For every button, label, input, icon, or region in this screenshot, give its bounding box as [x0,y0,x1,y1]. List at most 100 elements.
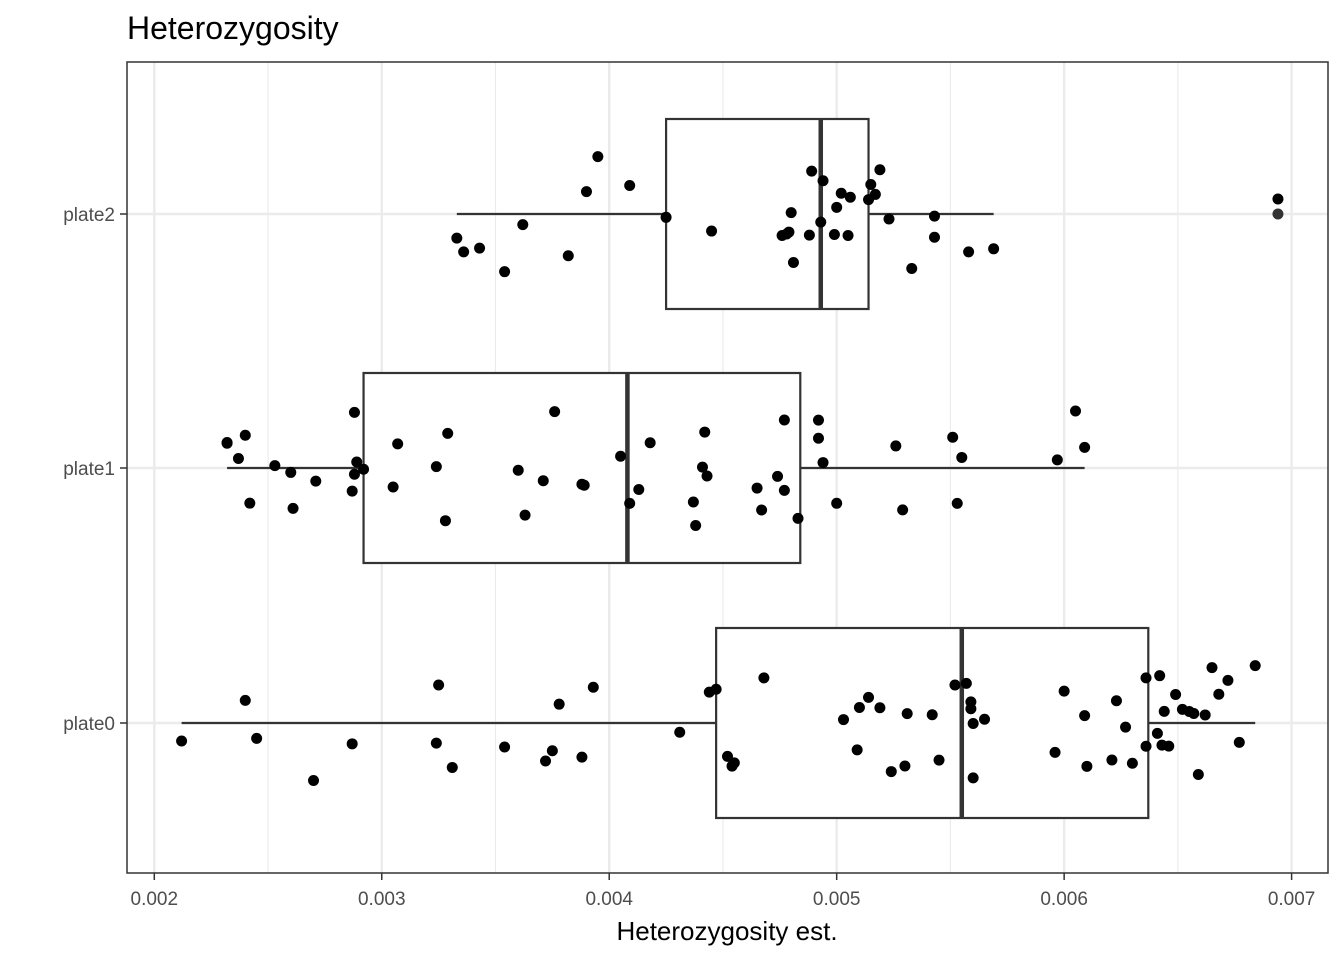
data-point [458,246,470,258]
data-point [960,677,972,689]
x-tick-label: 0.007 [1268,889,1316,910]
data-point [853,701,865,713]
data-point [644,437,656,449]
data-point [963,246,975,258]
data-point [828,228,840,240]
x-tick-label: 0.003 [358,889,406,910]
data-point [806,165,818,177]
data-point [901,708,913,720]
plot-panel [126,61,1329,874]
data-point [812,432,824,444]
data-point [701,470,713,482]
data-point [269,460,281,472]
data-point [1233,736,1245,748]
data-point [690,519,702,531]
data-point [1163,740,1175,752]
data-point [499,266,511,278]
data-point [633,484,645,496]
data-point [430,737,442,749]
data-point [1126,757,1138,769]
x-tick-label: 0.002 [131,889,179,910]
data-point [812,414,824,426]
data-point [512,464,524,476]
y-axis: plate0 plate1 plate2 [63,205,127,735]
data-point [792,512,804,524]
data-point [787,257,799,269]
data-point [967,772,979,784]
data-point [674,726,686,738]
data-point [1158,705,1170,717]
box-iqr [715,626,1150,820]
data-point [1120,721,1132,733]
data-point [346,485,358,497]
data-point [967,718,979,730]
data-point [842,229,854,241]
data-point [956,451,968,463]
data-point [580,186,592,198]
data-point [346,738,358,750]
data-point [1049,746,1061,758]
data-point [660,211,672,223]
data-point [835,187,847,199]
data-point [844,191,856,203]
data-point [348,468,360,480]
data-point [1079,441,1091,453]
data-point [351,456,363,468]
y-tick-label: plate0 [63,714,115,735]
data-point [722,750,733,762]
data-point [897,504,909,516]
data-point [578,479,590,491]
data-point [890,440,902,452]
data-point [517,219,529,231]
data-point [899,760,911,772]
data-point [615,450,627,462]
data-point [696,461,708,473]
data-point [785,207,797,219]
data-point [728,757,740,769]
data-point [831,497,843,509]
data-point [1051,454,1063,466]
data-point [1199,709,1211,721]
data-point [817,175,829,187]
data-point [831,201,843,213]
data-point [926,709,938,721]
data-point [446,761,458,773]
data-point [1188,708,1200,720]
data-point [949,679,961,691]
data-point [519,509,531,521]
data-point [576,751,588,763]
data-point [239,429,251,441]
data-point [885,766,897,778]
jitter-points [176,151,1284,787]
data-point [562,250,574,262]
data-point [756,504,768,516]
data-point [1070,405,1082,417]
data-point [1213,688,1225,700]
data-point [1151,727,1163,739]
data-point [751,482,763,494]
data-point [933,754,945,766]
data-point [817,457,829,469]
data-point [474,242,486,254]
x-axis-label: Heterozygosity est. [616,916,837,946]
data-point [947,431,959,443]
data-point [783,226,795,238]
data-point [865,178,877,190]
data-point [387,481,399,493]
data-point [624,497,636,509]
data-point [587,681,599,693]
data-point [1222,674,1234,686]
data-point [979,713,991,725]
data-point [251,732,263,744]
data-point [1079,710,1091,722]
data-point [244,497,256,509]
data-point [772,470,784,482]
y-tick-label: plate2 [63,205,115,226]
data-point [348,406,360,418]
data-point [358,463,370,475]
data-point [906,262,918,274]
data-point [710,683,722,695]
box-iqr [362,371,802,565]
data-point [874,702,886,714]
